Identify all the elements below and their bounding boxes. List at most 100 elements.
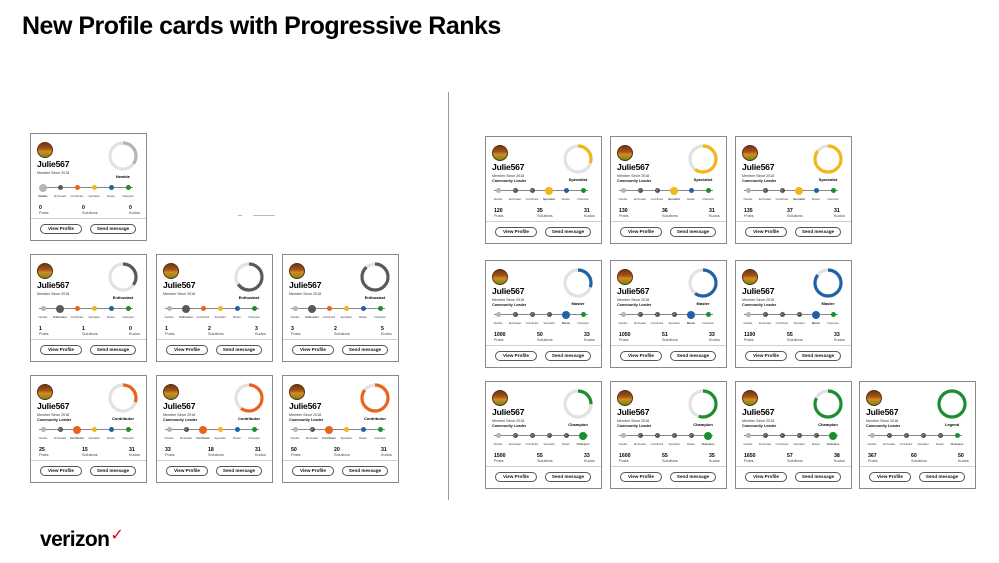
send-message-button[interactable]: Send message bbox=[216, 466, 262, 476]
rank-step-label: Champion bbox=[122, 437, 134, 440]
rank-step-label: Contributor bbox=[196, 316, 210, 319]
send-message-button[interactable]: Send message bbox=[90, 345, 136, 355]
rank-step-label: Enthusiast bbox=[508, 322, 522, 325]
view-profile-button[interactable]: View Profile bbox=[166, 345, 208, 355]
rank-step-label: Specialist bbox=[214, 437, 226, 440]
member-since: Member Since 2018 bbox=[742, 174, 775, 178]
avatar[interactable] bbox=[163, 384, 179, 400]
send-message-button[interactable]: Send message bbox=[919, 472, 965, 482]
username[interactable]: Julie567 bbox=[37, 159, 70, 169]
avatar[interactable] bbox=[742, 390, 758, 406]
kudos-count: 31 bbox=[709, 208, 715, 214]
avatar[interactable] bbox=[492, 145, 508, 161]
username[interactable]: Julie567 bbox=[492, 162, 525, 172]
send-message-button[interactable]: Send message bbox=[795, 351, 841, 361]
rank-dot-master bbox=[562, 310, 570, 319]
username[interactable]: Julie567 bbox=[617, 407, 650, 417]
username[interactable]: Julie567 bbox=[289, 401, 322, 411]
rank-track-line bbox=[619, 190, 713, 191]
rank-step-label: Enthusiast bbox=[633, 322, 647, 325]
send-message-button[interactable]: Send message bbox=[795, 472, 841, 482]
rank-step-label: Newbie bbox=[290, 437, 300, 440]
send-message-button[interactable]: Send message bbox=[670, 227, 716, 237]
view-profile-button[interactable]: View Profile bbox=[292, 466, 334, 476]
rank-step-label: Master bbox=[936, 443, 944, 446]
rank-progress-ring bbox=[813, 389, 843, 419]
solutions-count: 2 bbox=[334, 326, 337, 332]
username[interactable]: Julie567 bbox=[617, 286, 650, 296]
username[interactable]: Julie567 bbox=[742, 407, 775, 417]
send-message-button[interactable]: Send message bbox=[545, 472, 591, 482]
send-message-button[interactable]: Send message bbox=[795, 227, 841, 237]
send-message-button[interactable]: Send message bbox=[545, 351, 591, 361]
username[interactable]: Julie567 bbox=[37, 280, 70, 290]
rank-step-label: Contributor bbox=[899, 443, 913, 446]
rank-step-label: Newbie bbox=[493, 198, 503, 201]
view-profile-button[interactable]: View Profile bbox=[166, 466, 208, 476]
avatar[interactable] bbox=[37, 263, 53, 279]
view-profile-button[interactable]: View Profile bbox=[745, 472, 787, 482]
community-leader-badge: Community Leader bbox=[492, 303, 527, 307]
member-since: Member Since 2018 bbox=[742, 419, 775, 423]
send-message-button[interactable]: Send message bbox=[90, 466, 136, 476]
avatar[interactable] bbox=[37, 142, 53, 158]
username[interactable]: Julie567 bbox=[492, 407, 525, 417]
username[interactable]: Julie567 bbox=[37, 401, 70, 411]
view-profile-button[interactable]: View Profile bbox=[495, 227, 537, 237]
username[interactable]: Julie567 bbox=[742, 286, 775, 296]
username[interactable]: Julie567 bbox=[617, 162, 650, 172]
rank-dot-champion bbox=[705, 312, 711, 317]
view-profile-button[interactable]: View Profile bbox=[869, 472, 911, 482]
avatar[interactable] bbox=[163, 263, 179, 279]
view-profile-button[interactable]: View Profile bbox=[495, 472, 537, 482]
rank-track-line bbox=[291, 308, 385, 309]
username[interactable]: Julie567 bbox=[742, 162, 775, 172]
rank-dot-enthusiast: ✓ bbox=[886, 433, 892, 438]
avatar[interactable] bbox=[617, 390, 633, 406]
username[interactable]: Julie567 bbox=[163, 280, 196, 290]
section-divider bbox=[448, 92, 449, 500]
send-message-button[interactable]: Send message bbox=[670, 351, 716, 361]
avatar[interactable] bbox=[37, 384, 53, 400]
posts-count: 25 bbox=[39, 447, 45, 453]
view-profile-button[interactable]: View Profile bbox=[620, 227, 662, 237]
send-message-button[interactable]: Send message bbox=[342, 345, 388, 355]
send-message-button[interactable]: Send message bbox=[545, 227, 591, 237]
view-profile-button[interactable]: View Profile bbox=[40, 224, 82, 234]
view-profile-button[interactable]: View Profile bbox=[745, 351, 787, 361]
send-message-button[interactable]: Send message bbox=[670, 472, 716, 482]
view-profile-button[interactable]: View Profile bbox=[620, 472, 662, 482]
rank-name: Master bbox=[696, 301, 710, 306]
avatar[interactable] bbox=[492, 390, 508, 406]
username[interactable]: Julie567 bbox=[163, 401, 196, 411]
solutions-label: Solutions bbox=[662, 338, 678, 342]
view-profile-button[interactable]: View Profile bbox=[745, 227, 787, 237]
send-message-button[interactable]: Send message bbox=[342, 466, 388, 476]
view-profile-button[interactable]: View Profile bbox=[40, 466, 82, 476]
avatar[interactable] bbox=[617, 145, 633, 161]
card-divider bbox=[486, 221, 601, 222]
member-since: Member Since 2018 bbox=[742, 298, 775, 302]
view-profile-button[interactable]: View Profile bbox=[40, 345, 82, 355]
solutions-count: 55 bbox=[537, 453, 543, 459]
username[interactable]: Julie567 bbox=[866, 407, 899, 417]
rank-step-label: Enthusiast bbox=[305, 316, 319, 319]
send-message-button[interactable]: Send message bbox=[90, 224, 136, 234]
kudos-label: Kudos bbox=[381, 332, 392, 336]
avatar[interactable] bbox=[742, 269, 758, 285]
avatar[interactable] bbox=[742, 145, 758, 161]
ring-progress-arc bbox=[563, 268, 593, 298]
avatar[interactable] bbox=[289, 263, 305, 279]
view-profile-button[interactable]: View Profile bbox=[495, 351, 537, 361]
ring-progress-arc bbox=[937, 389, 967, 419]
avatar[interactable] bbox=[492, 269, 508, 285]
view-profile-button[interactable]: View Profile bbox=[620, 351, 662, 361]
username[interactable]: Julie567 bbox=[289, 280, 322, 290]
send-message-button[interactable]: Send message bbox=[216, 345, 262, 355]
view-profile-button[interactable]: View Profile bbox=[292, 345, 334, 355]
avatar[interactable] bbox=[617, 269, 633, 285]
rank-dot-champion bbox=[954, 433, 960, 438]
avatar[interactable] bbox=[289, 384, 305, 400]
avatar[interactable] bbox=[866, 390, 882, 406]
username[interactable]: Julie567 bbox=[492, 286, 525, 296]
